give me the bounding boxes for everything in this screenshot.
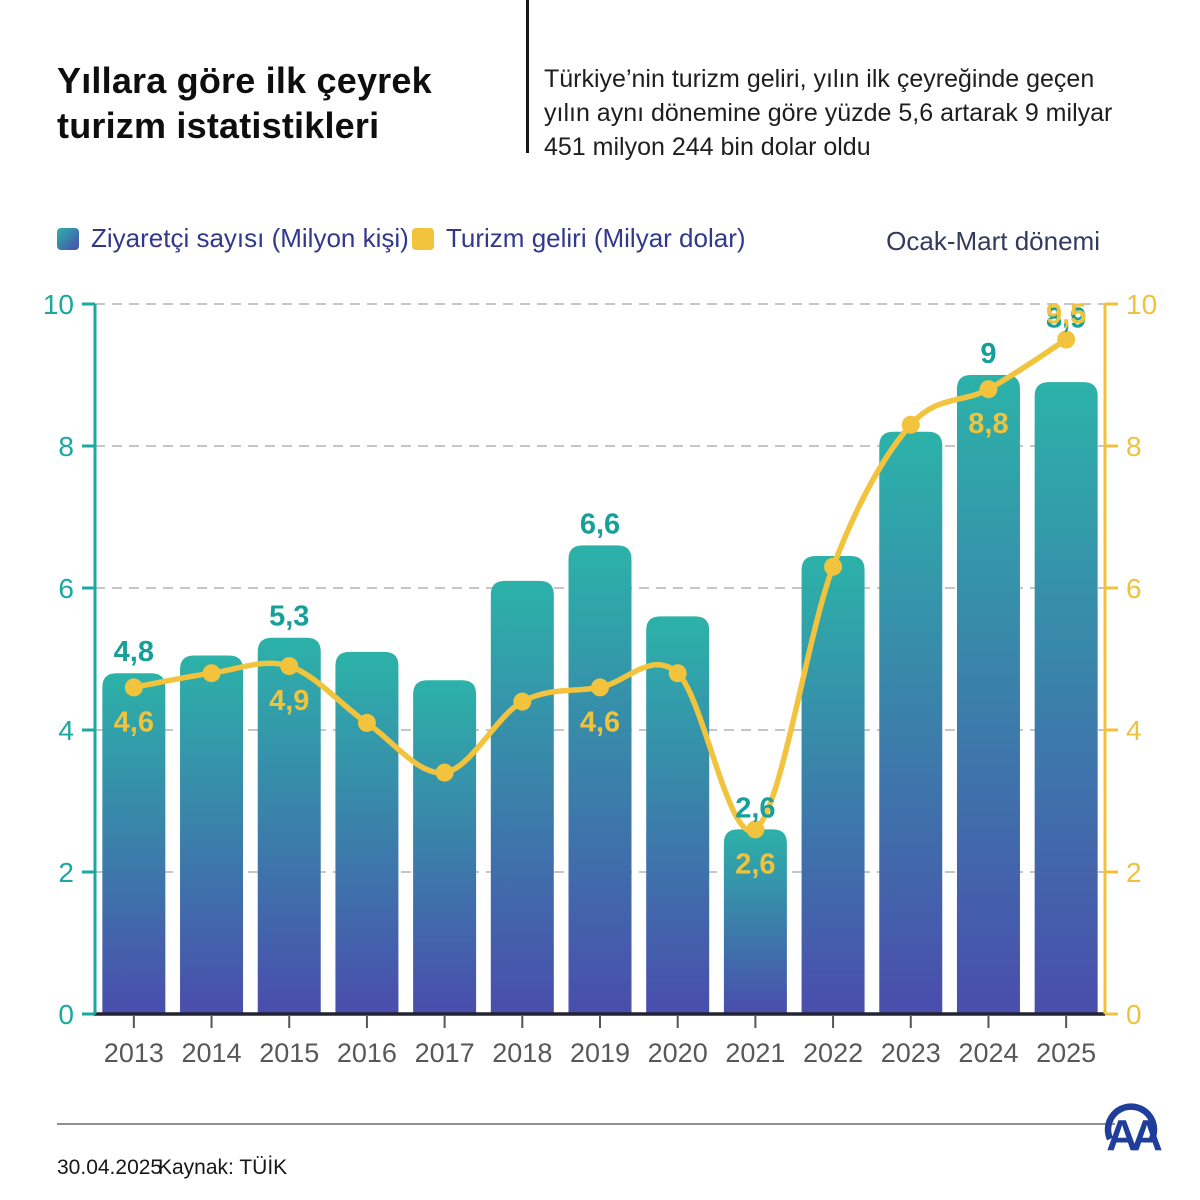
bar-2014 (180, 655, 244, 1014)
right-tick-0: 0 (1126, 999, 1142, 1030)
bar-2013 (102, 673, 166, 1014)
footer-date: 30.04.2025 (57, 1156, 163, 1179)
year-label-2022: 2022 (803, 1038, 863, 1068)
left-tick-10: 10 (43, 289, 74, 320)
bar-2025 (1034, 382, 1098, 1015)
right-tick-2: 2 (1126, 857, 1142, 888)
visitors-swatch-icon (57, 227, 79, 250)
left-tick-4: 4 (58, 715, 74, 746)
visitors-label-2015: 5,3 (269, 601, 309, 633)
left-tick-6: 6 (58, 573, 74, 604)
year-label-2017: 2017 (415, 1038, 475, 1068)
right-axis: 0 2 4 6 8 10 (1103, 289, 1157, 1030)
bar-2021 (723, 829, 787, 1014)
income-point-2017 (435, 763, 454, 782)
left-tick-2: 2 (58, 857, 74, 888)
visitor-bars (102, 375, 1098, 1015)
legend-income-label: Turizm geliri (Milyar dolar) (446, 223, 746, 253)
header-divider (526, 0, 529, 153)
income-point-2013 (124, 678, 143, 697)
period-label: Ocak-Mart dönemi (886, 226, 1100, 256)
left-axis: 0 2 4 6 8 10 (43, 289, 97, 1030)
legend-visitors-label: Ziyaretçi sayısı (Milyon kişi) (91, 223, 409, 253)
visitors-label-2024: 9 (980, 338, 996, 370)
value-labels: 4,8 4,6 5,3 4,9 6,6 4,6 2,6 2,6 9 8,8 8,99,5 (114, 299, 1087, 881)
income-label-2013: 4,6 (114, 706, 154, 738)
logo-arc (1104, 1103, 1158, 1141)
page-title-line1: Yıllara göre ilk çeyrek (57, 60, 432, 101)
income-point-2022 (824, 557, 843, 576)
year-label-2024: 2024 (958, 1038, 1018, 1068)
income-line (124, 330, 1076, 839)
right-tick-10: 10 (1126, 289, 1157, 320)
legend-item-income: Turizm geliri (Milyar dolar) (412, 223, 746, 254)
income-point-2019 (591, 678, 609, 697)
year-label-2015: 2015 (259, 1038, 319, 1068)
year-label-2018: 2018 (492, 1038, 552, 1068)
bar-2018 (490, 580, 554, 1014)
year-label-2025: 2025 (1036, 1038, 1096, 1068)
footer-source: Kaynak: TÜİK (158, 1156, 288, 1179)
income-label-2021: 2,6 (735, 848, 775, 880)
income-point-2015 (280, 657, 299, 676)
visitors-label-2021: 2,6 (735, 792, 775, 824)
right-tick-8: 8 (1126, 431, 1142, 462)
year-label-2016: 2016 (337, 1038, 397, 1068)
bar-2015 (257, 637, 321, 1014)
left-tick-0: 0 (58, 999, 74, 1030)
income-point-2023 (901, 415, 920, 434)
income-point-2014 (202, 664, 221, 683)
page-title-line2: turizm istatistikleri (57, 105, 380, 146)
bar-2019 (568, 545, 632, 1014)
bar-2020 (646, 616, 710, 1014)
income-point-2025 (1057, 330, 1076, 349)
year-label-2020: 2020 (648, 1038, 708, 1068)
page-subtitle: Türkiye’nin turizm geliri, yılın ilk çey… (544, 65, 1113, 161)
footer-divider (57, 1123, 1115, 1125)
bar-2016 (335, 651, 399, 1014)
year-label-2023: 2023 (881, 1038, 941, 1068)
year-label-2021: 2021 (725, 1038, 785, 1068)
income-point-2016 (357, 713, 376, 732)
x-axis: 2013 2014 2015 2016 2017 2018 2019 2020 2021 2022… (93, 1012, 1105, 1068)
bar-2017 (413, 680, 477, 1014)
visitors-label-2025: 8,9 (1046, 303, 1086, 335)
logo-text: AA (1106, 1111, 1162, 1160)
bar-2023 (879, 431, 943, 1014)
legend-item-visitors: Ziyaretçi sayısı (Milyon kişi) (57, 223, 409, 254)
income-point-2024 (979, 380, 998, 399)
income-label-2024: 8,8 (968, 408, 1008, 440)
income-point-2021 (746, 820, 765, 839)
year-label-2013: 2013 (104, 1038, 164, 1068)
page-title: Yıllara göre ilk çeyrek turizm istatisti… (57, 58, 497, 148)
year-label-2014: 2014 (181, 1038, 241, 1068)
year-label-2019: 2019 (570, 1038, 630, 1068)
right-tick-4: 4 (1126, 715, 1142, 746)
bar-2024 (956, 375, 1020, 1014)
left-tick-8: 8 (58, 431, 74, 462)
visitors-label-2013: 4,8 (114, 636, 154, 668)
income-label-2025: 9,5 (1046, 299, 1086, 331)
bar-2022 (801, 556, 865, 1014)
income-label-2015: 4,9 (269, 685, 309, 717)
income-point-2020 (668, 664, 687, 683)
income-label-2019: 4,6 (580, 706, 620, 738)
visitors-label-2019: 6,6 (580, 508, 620, 540)
income-swatch-icon (412, 227, 434, 250)
aa-agency-logo: AA (1104, 1103, 1164, 1160)
right-tick-6: 6 (1126, 573, 1142, 604)
income-point-2018 (513, 692, 532, 711)
